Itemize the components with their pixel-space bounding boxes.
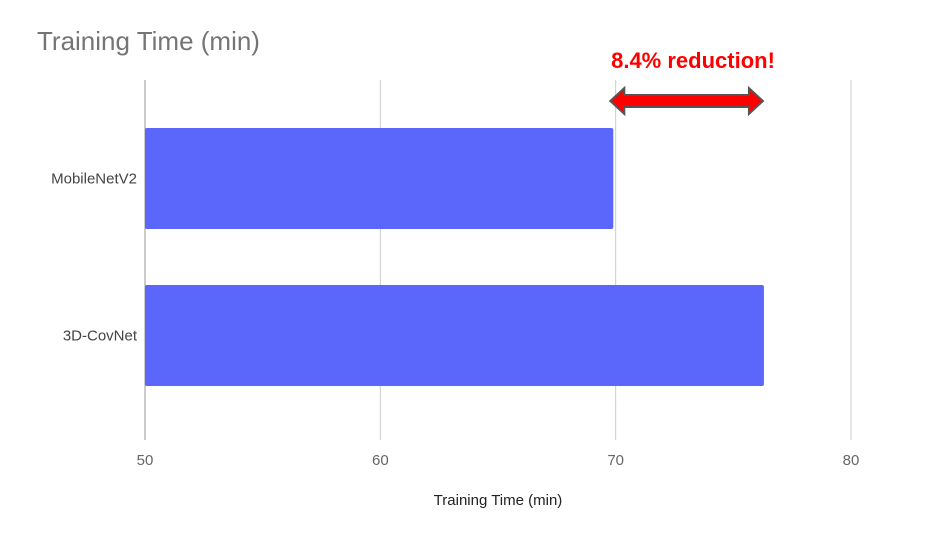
annotation-label: 8.4% reduction! — [611, 48, 775, 73]
x-tick-label: 60 — [372, 452, 389, 469]
x-tick-label: 70 — [607, 452, 624, 469]
y-category-label: 3D-CovNet — [63, 328, 138, 345]
x-tick-label: 80 — [843, 452, 860, 469]
double-arrow-icon — [608, 85, 765, 117]
chart-title: Training Time (min) — [37, 26, 260, 56]
bar-mobilenetv2 — [145, 128, 614, 229]
y-category-label: MobileNetV2 — [51, 171, 137, 188]
x-tick-label: 50 — [137, 452, 154, 469]
x-axis-label: Training Time (min) — [434, 492, 563, 509]
bar-3d-covnet — [145, 285, 764, 386]
